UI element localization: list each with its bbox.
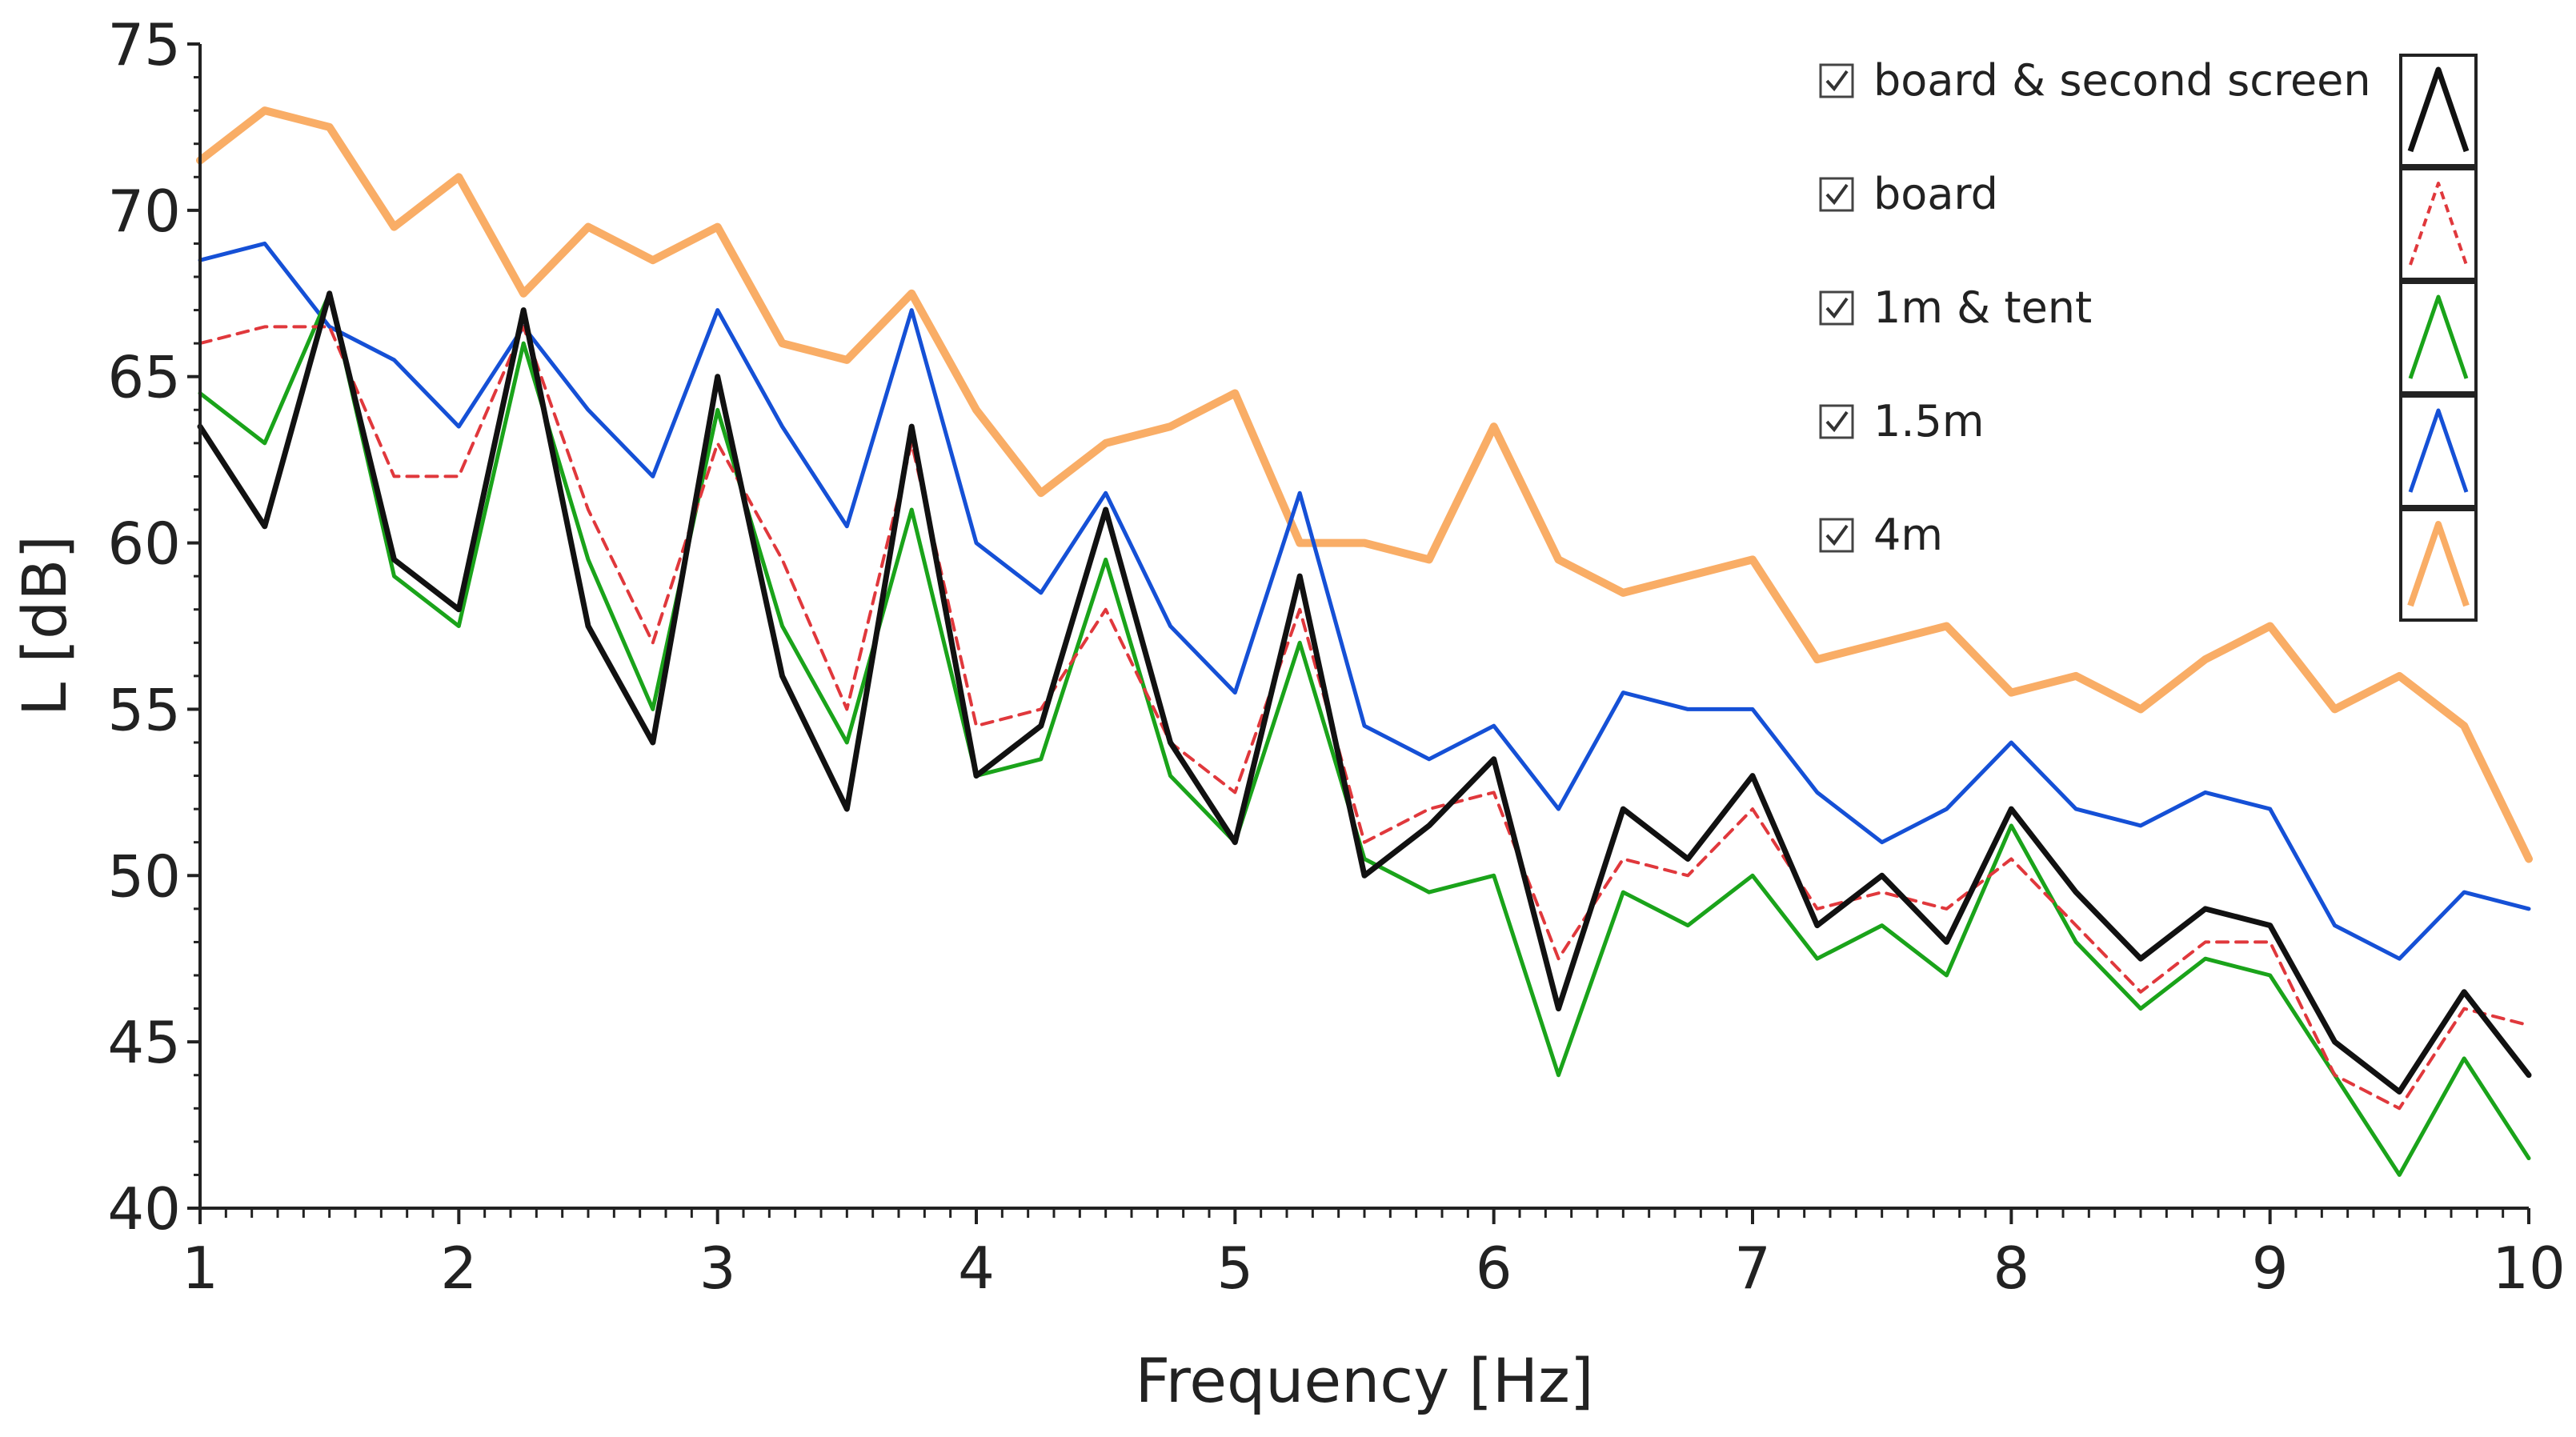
legend-label: board <box>1873 169 1998 219</box>
legend-item: board & second screen <box>1819 54 2478 167</box>
legend-checkbox[interactable] <box>1819 177 1854 212</box>
legend-item: board <box>1819 167 2478 281</box>
legend-label: 4m <box>1873 510 1943 560</box>
checkbox-check-icon <box>1825 183 1849 206</box>
legend-checkbox[interactable] <box>1819 63 1854 98</box>
legend-checkbox[interactable] <box>1819 404 1854 439</box>
series-line-4m <box>196 106 2533 863</box>
x-tick-label: 6 <box>1476 1235 1512 1302</box>
legend-swatch-icon <box>2407 521 2470 607</box>
series-line-1-5m <box>198 241 2531 961</box>
legend-swatch-icon <box>2409 182 2468 266</box>
x-tick-label: 3 <box>699 1235 736 1302</box>
checkbox-check-icon <box>1825 410 1849 433</box>
series-layer <box>196 106 2533 1177</box>
x-tick-label: 2 <box>440 1235 477 1302</box>
series-line-1m-tent <box>198 291 2531 1177</box>
checkbox-check-icon <box>1825 70 1849 92</box>
legend: board & second screen board 1m & tent 1.5m 4… <box>1819 54 2478 622</box>
legend-swatch-icon <box>2408 408 2469 493</box>
y-axis-title: L [dB] <box>9 535 80 716</box>
series-line-board <box>198 325 2530 1111</box>
legend-checkbox[interactable] <box>1819 290 1854 326</box>
plot-area <box>200 44 2529 1208</box>
checkbox-check-icon <box>1825 297 1849 319</box>
legend-label: 1m & tent <box>1873 282 2092 333</box>
y-tick-label: 65 <box>107 344 181 411</box>
x-axis-title: Frequency [Hz] <box>1135 1345 1593 1416</box>
legend-swatch-icon <box>2408 294 2469 379</box>
x-tick-label: 7 <box>1734 1235 1771 1302</box>
y-tick-label: 55 <box>107 676 181 743</box>
y-tick-label: 40 <box>107 1175 181 1243</box>
legend-checkbox[interactable] <box>1819 518 1854 553</box>
y-tick-label: 70 <box>107 178 181 245</box>
legend-item: 1.5m <box>1819 394 2478 508</box>
legend-swatch-icon <box>2407 66 2470 153</box>
y-tick-label: 75 <box>107 11 181 78</box>
legend-label: board & second screen <box>1873 55 2371 106</box>
x-tick-label: 9 <box>2252 1235 2289 1302</box>
legend-item: 4m <box>1819 508 2478 622</box>
series-line-board-second-screen <box>197 290 2532 1095</box>
checkbox-check-icon <box>1825 524 1849 546</box>
y-tick-label: 50 <box>107 843 181 910</box>
y-tick-label: 45 <box>107 1009 181 1076</box>
x-tick-label: 8 <box>1993 1235 2029 1302</box>
legend-label: 1.5m <box>1873 396 1984 446</box>
x-tick-label: 5 <box>1216 1235 1253 1302</box>
x-tick-label: 10 <box>2492 1235 2566 1302</box>
x-tick-label: 1 <box>182 1235 218 1302</box>
y-tick-label: 60 <box>107 510 181 578</box>
x-tick-label: 4 <box>958 1235 995 1302</box>
legend-item: 1m & tent <box>1819 281 2478 394</box>
